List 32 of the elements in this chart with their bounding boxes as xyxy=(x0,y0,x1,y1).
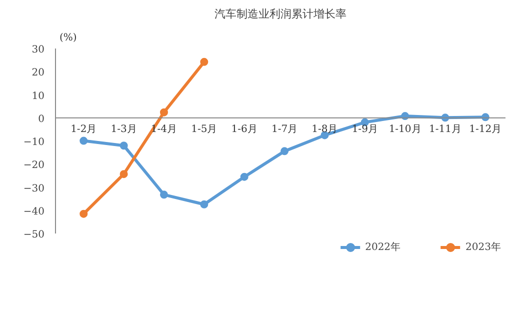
legend-label: 2022年 xyxy=(365,241,401,254)
x-tick-label: 1-10月 xyxy=(388,124,422,135)
point xyxy=(120,170,128,178)
y-tick-label: −50 xyxy=(23,230,45,240)
x-tick-label: 1-7月 xyxy=(271,124,298,135)
point xyxy=(280,147,289,156)
y-tick-label: −20 xyxy=(23,160,45,172)
x-tick-label: 1-6月 xyxy=(231,124,258,135)
x-tick-label: 1-5月 xyxy=(191,124,218,135)
legend-label: 2023年 xyxy=(466,241,501,254)
y-tick-label: −30 xyxy=(23,183,45,194)
y-tick-label: −40 xyxy=(23,206,45,218)
x-tick-label: 1-9月 xyxy=(352,124,378,135)
y-axis-title: (%) xyxy=(60,32,77,44)
y-tick-label: 0 xyxy=(38,114,45,125)
chart-title: 汽车制造业利润累计增长率 xyxy=(214,8,346,20)
x-tick-label: 1-11月 xyxy=(429,124,462,135)
point xyxy=(160,108,168,116)
point xyxy=(240,172,248,181)
y-tick-label: −10 xyxy=(23,137,45,148)
point xyxy=(200,200,208,208)
point xyxy=(160,190,168,199)
point xyxy=(120,142,128,150)
y-tick-label: 30 xyxy=(32,44,45,56)
y-tick-label: 20 xyxy=(32,68,45,79)
x-tick-label: 1-2月 xyxy=(70,124,97,135)
point xyxy=(200,58,208,66)
x-tick-label: 1-12月 xyxy=(469,124,502,135)
x-tick-label: 1-3月 xyxy=(110,124,137,135)
point xyxy=(80,136,88,145)
y-tick-label: 10 xyxy=(32,90,45,102)
point xyxy=(80,210,88,218)
